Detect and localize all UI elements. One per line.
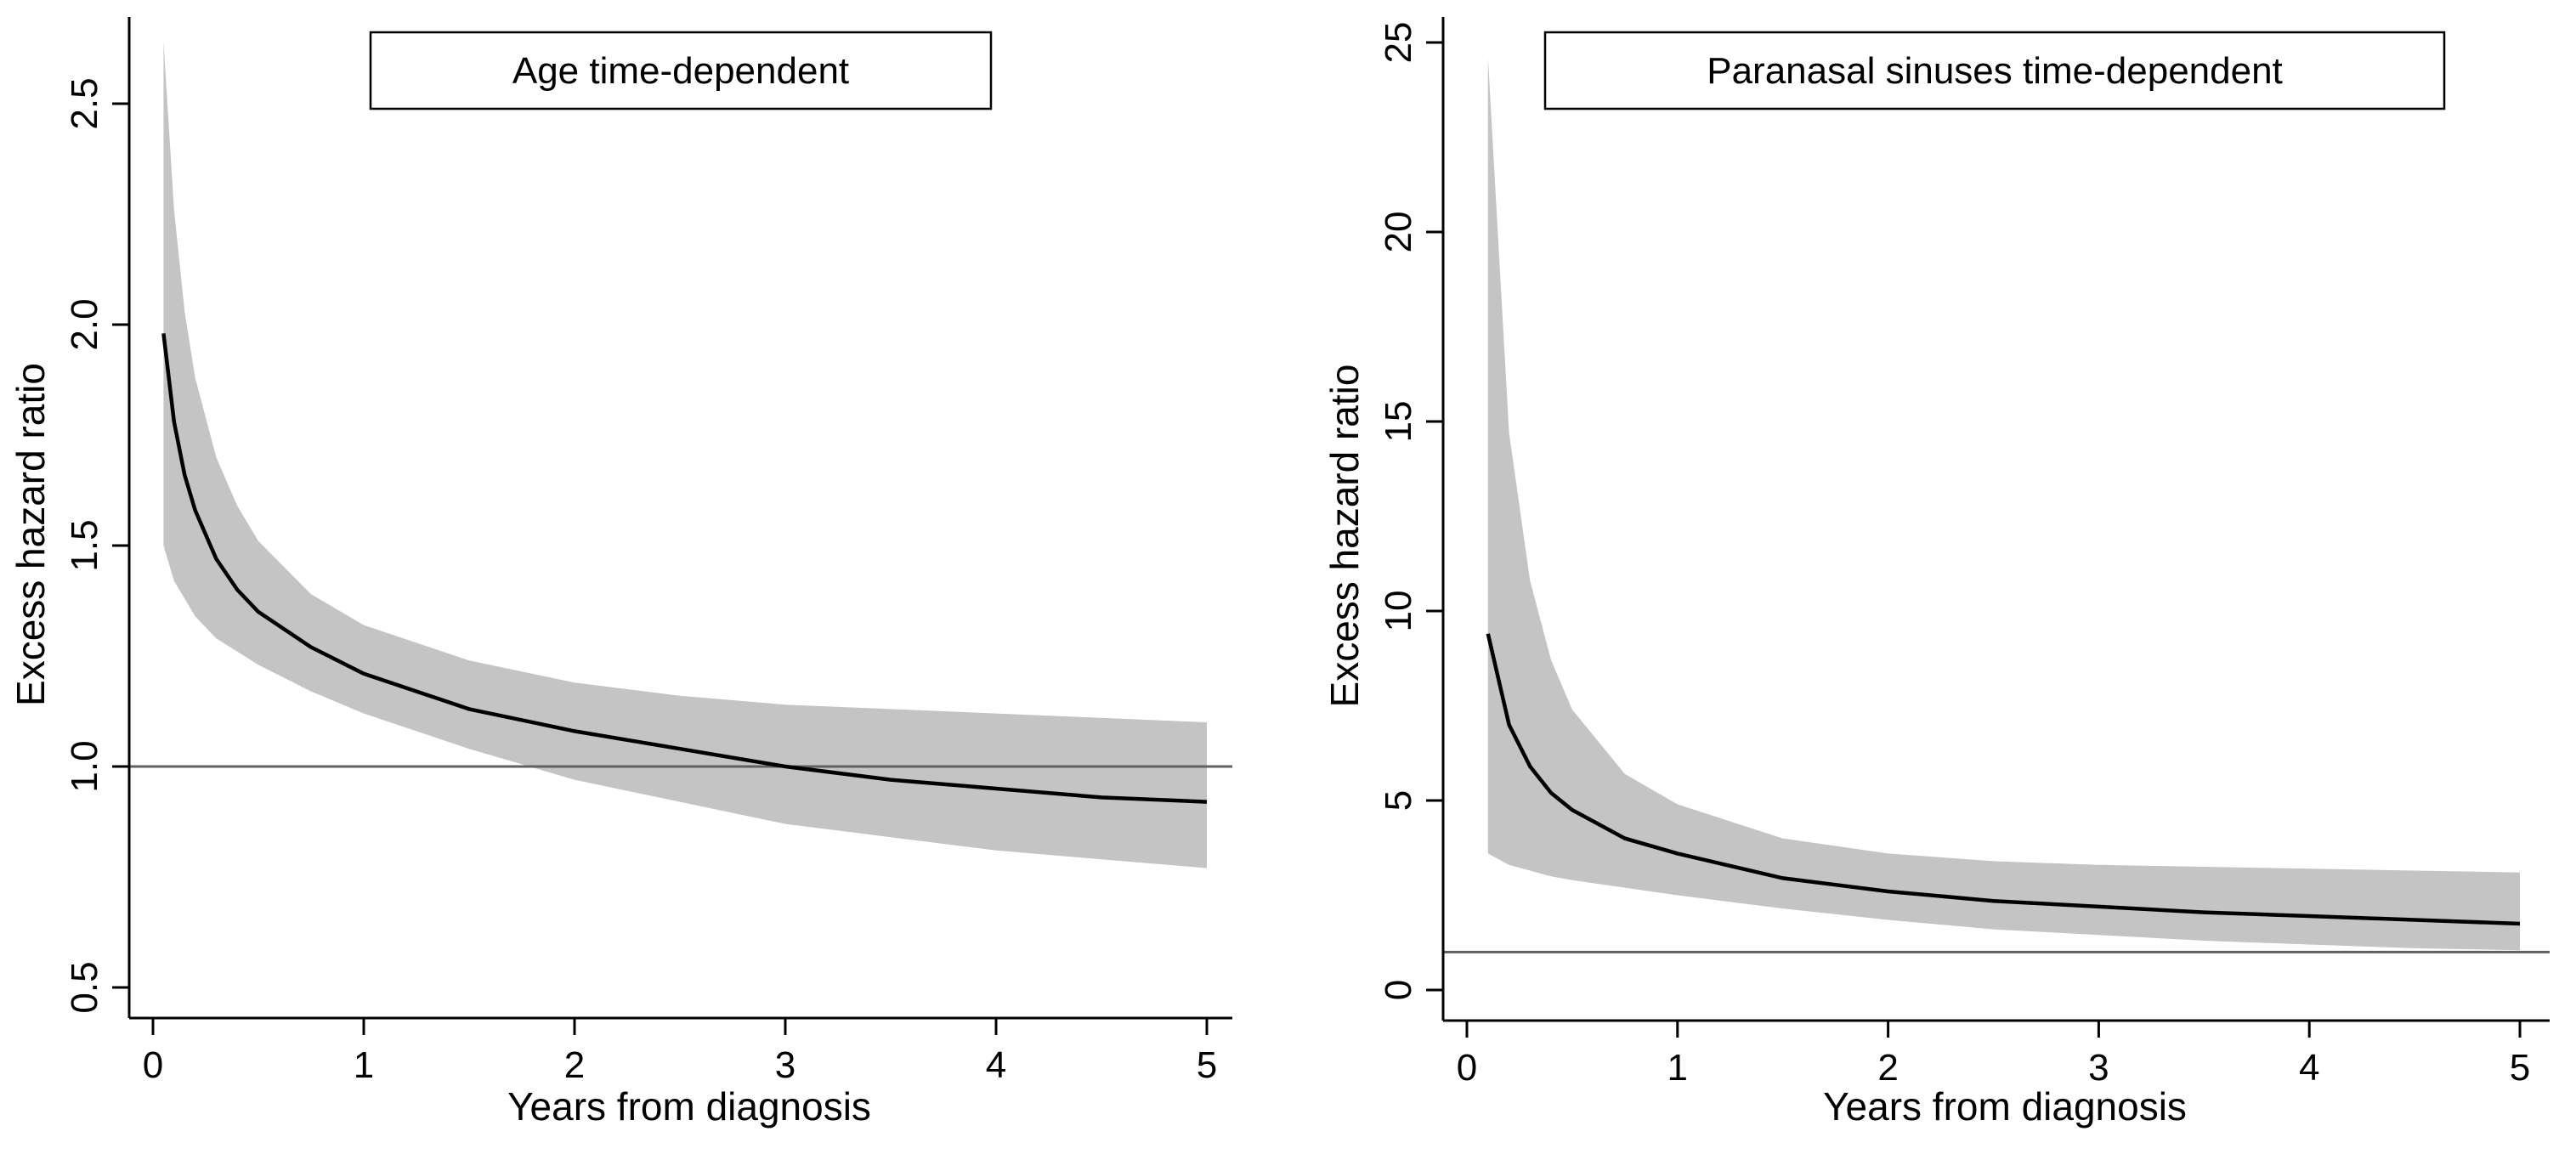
x-tick-label: 1 (1667, 1047, 1688, 1089)
x-tick-label: 3 (775, 1044, 795, 1086)
chart-panel-paranasal: 0 1 2 3 4 5 0 5 10 15 20 25 Years from diagnosis Ex… (1322, 17, 2550, 1129)
x-tick-label: 3 (2088, 1047, 2109, 1089)
confidence-band (163, 42, 1207, 868)
x-tick-label: 2 (1877, 1047, 1898, 1089)
confidence-band (1487, 57, 2520, 951)
y-tick-label: 10 (1378, 591, 1419, 632)
x-tick-label: 0 (1457, 1047, 1477, 1089)
tick-labels: 0 1 2 3 4 5 0.5 1.0 1.5 2.0 2.5 (64, 77, 1217, 1086)
x-axis-label: Years from diagnosis (1823, 1084, 2187, 1129)
tick-marks (1426, 41, 2522, 1038)
x-tick-label: 1 (354, 1044, 374, 1086)
y-tick-label: 1.0 (64, 740, 105, 792)
legend-label: Age time-dependent (512, 50, 849, 92)
x-tick-label: 2 (564, 1044, 585, 1086)
y-tick-label: 2.5 (64, 77, 105, 129)
chart-panel-age: 0 1 2 3 4 5 0.5 1.0 1.5 2.0 2.5 Years from diagnos… (8, 17, 1232, 1129)
y-axis-label: Excess hazard ratio (1322, 365, 1367, 708)
axis-lines (127, 17, 1232, 1020)
y-tick-label: 15 (1378, 401, 1419, 443)
x-tick-label: 0 (143, 1044, 163, 1086)
y-tick-label: 5 (1378, 790, 1419, 811)
x-tick-label: 4 (986, 1044, 1006, 1086)
series-line (161, 333, 1208, 804)
y-tick-label: 2.0 (64, 298, 105, 350)
y-tick-label: 20 (1378, 212, 1419, 253)
x-tick-label: 5 (1197, 1044, 1217, 1086)
y-tick-label: 25 (1378, 22, 1419, 64)
y-tick-label: 1.5 (64, 519, 105, 571)
y-tick-label: 0.5 (64, 961, 105, 1013)
legend-box (1543, 31, 2446, 110)
x-tick-label: 5 (2510, 1047, 2530, 1089)
legend-box (369, 31, 993, 110)
axis-lines (1441, 17, 2550, 1022)
tick-marks (112, 102, 1209, 1035)
series-line (1486, 633, 2521, 926)
y-axis-label: Excess hazard ratio (8, 363, 53, 706)
y-tick-label: 0 (1378, 980, 1419, 1000)
x-axis-label: Years from diagnosis (507, 1084, 871, 1129)
tick-labels: 0 1 2 3 4 5 0 5 10 15 20 25 (1378, 22, 2530, 1089)
legend-label: Paranasal sinuses time-dependent (1707, 50, 2283, 92)
x-tick-label: 4 (2299, 1047, 2319, 1089)
